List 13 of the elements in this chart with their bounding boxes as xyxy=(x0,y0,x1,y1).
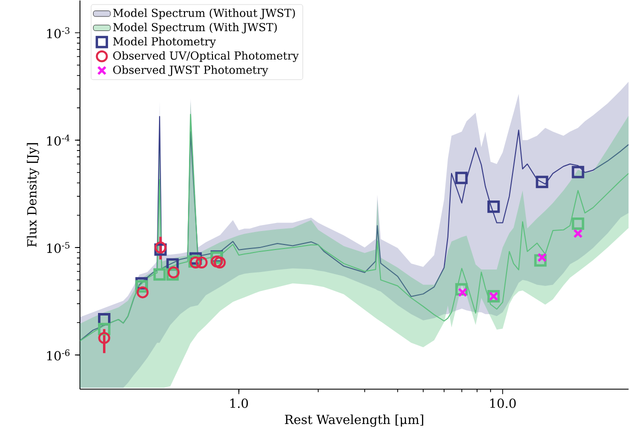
y-tick-label: 10$^{-6}$ xyxy=(47,349,70,360)
y-tick-label: 10$^{-4}$ xyxy=(47,134,70,146)
legend-label: Model Photometry xyxy=(113,36,216,48)
legend-label: Observed JWST Photometry xyxy=(113,65,268,76)
x-axis-title: Rest Wavelength [μm] xyxy=(284,414,424,427)
y-tick-label: 10$^{-5}$ xyxy=(47,242,70,253)
legend-label: Observed UV/Optical Photometry xyxy=(113,51,299,62)
x-tick-label: 1.0 xyxy=(230,398,248,408)
y-tick-label: 10$^{-3}$ xyxy=(47,27,70,38)
y-axis-title: Flux Density [Jy] xyxy=(26,143,40,247)
legend-label: Model Spectrum (Without JWST) xyxy=(113,8,295,20)
legend-label: Model Spectrum (With JWST) xyxy=(113,22,277,34)
x-tick-label: 10.0 xyxy=(490,398,516,408)
